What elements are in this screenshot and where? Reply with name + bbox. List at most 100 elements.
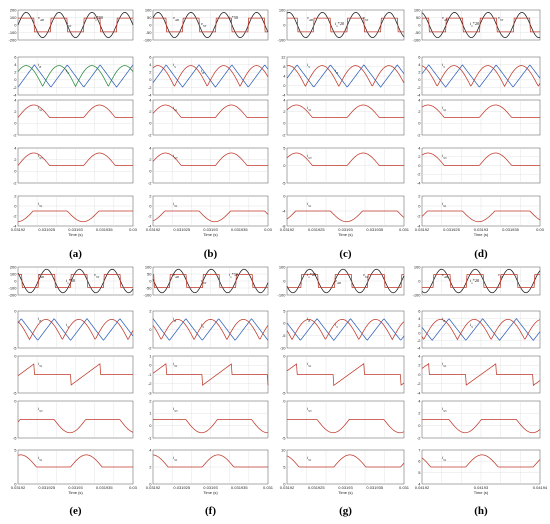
series-line [421, 152, 540, 166]
y-tick-label: 0 [418, 331, 421, 336]
series-line [287, 17, 404, 33]
y-tick-label: -2 [417, 435, 421, 440]
y-tick-label: 2 [149, 193, 152, 198]
x-tick-label: 0.03193 [203, 227, 218, 232]
series-label: iS3 [173, 153, 178, 160]
series-line [422, 274, 540, 288]
y-tick-label: 2 [149, 157, 152, 162]
series-line [17, 152, 133, 166]
x-tick-label: 0.031935 [96, 227, 113, 232]
y-tick-label: 0 [283, 83, 286, 88]
series-label: iS1 [307, 201, 312, 208]
series-label: iS [442, 62, 445, 69]
series-label: ix*20 [470, 21, 480, 28]
subplot-4-2: 6 4 2 0 -2 -4 iS [417, 54, 541, 97]
y-tick-label: 50 [147, 15, 152, 20]
series-label: iS1 [173, 201, 178, 208]
y-tick-label: 50 [147, 271, 152, 276]
subplot-8-2: 6 4 2 0 -2 -4 iB iS [417, 308, 541, 350]
series-label: iS3 [307, 153, 312, 160]
series-label: iS1 [307, 361, 312, 368]
series-label: iS1 [173, 105, 178, 112]
series-line [152, 152, 268, 166]
subplot-7-3: 0 -5 iS1 [282, 353, 405, 395]
series-line [152, 363, 269, 386]
y-tick-label: 100 [414, 264, 421, 269]
series-line [421, 268, 541, 294]
y-tick-label: 200 [10, 264, 17, 269]
series-line [153, 274, 268, 288]
series-label: vAB [38, 15, 44, 22]
subplot-6-1: 100 50 0 -50 -100 vAB vST ix*50 [143, 264, 269, 297]
y-tick-label: 50 [416, 15, 421, 20]
series-line [286, 64, 405, 88]
series-label: ix*50 [229, 15, 239, 22]
y-tick-label: 5 [283, 464, 286, 469]
subplot-3-2: 12 8 4 0 -4 iS iB [281, 54, 405, 97]
series-line [421, 12, 541, 38]
y-tick-label: 0 [149, 77, 152, 82]
y-tick-label: -2 [417, 85, 421, 90]
y-tick-label: 0 [283, 163, 286, 168]
series-label: iS1 [307, 105, 312, 112]
y-tick-label: 0 [14, 481, 17, 486]
series-label: iS [335, 322, 338, 329]
x-tick-label: 0.03 [536, 227, 545, 232]
y-tick-label: 4 [418, 481, 421, 486]
series-line [152, 268, 269, 294]
series-label: vAB [173, 272, 179, 279]
series-label: iS1 [442, 455, 447, 462]
y-tick-label: 0 [283, 481, 286, 486]
x-tick-label: 0.03193 [68, 227, 83, 232]
y-tick-label: 0 [149, 363, 152, 368]
series-label: iS [173, 62, 176, 69]
y-tick-label: -4 [148, 223, 152, 228]
y-tick-label: -4 [13, 92, 17, 97]
y-tick-label: 5 [283, 145, 286, 150]
y-tick-label: 0 [283, 278, 286, 283]
y-tick-label: -4 [282, 92, 286, 97]
series-line [17, 454, 133, 468]
series-line [18, 274, 133, 288]
series-line [286, 65, 405, 87]
series-label: ix*20 [307, 272, 317, 279]
x-tick-label: 0.03193 [474, 227, 489, 232]
y-tick-label: 4 [418, 97, 421, 102]
series-line [153, 419, 269, 434]
y-tick-label: 0 [418, 77, 421, 82]
y-tick-label: 4 [283, 73, 286, 78]
y-tick-label: 6 [418, 54, 421, 59]
subplot-1-4: 4 2 0 -2 iS3 [13, 145, 134, 185]
series-label: vST [201, 21, 207, 28]
subplot-7-2: 5 0 -5 -10 iB iS [280, 308, 405, 350]
y-tick-label: 4 [283, 97, 286, 102]
x-tick-label: 0.031 [263, 485, 274, 490]
series-label: iS1 [442, 361, 447, 368]
series-line [17, 419, 134, 434]
series-line [421, 363, 541, 386]
y-tick-label: 2 [14, 157, 17, 162]
y-tick-label: 0 [149, 22, 152, 27]
series-line [287, 419, 405, 434]
y-tick-label: 200 [10, 7, 17, 12]
y-tick-label: 2 [14, 193, 17, 198]
series-label: ix*20 [335, 21, 345, 28]
series-line [152, 104, 268, 118]
subplot-5-3: 0 -5 iS1 [13, 353, 134, 395]
series-label: iB [38, 62, 41, 69]
series-label: iB [38, 316, 41, 323]
y-tick-label: -10 [280, 345, 287, 350]
y-tick-label: 1 [149, 411, 152, 416]
y-tick-label: -2 [13, 85, 17, 90]
subplot-3-3: 4 2 0 -2 iS1 [282, 97, 405, 137]
x-axis-label: Time (s) [68, 490, 83, 495]
x-tick-label: 0.031935 [96, 485, 113, 490]
y-tick-label: 2 [418, 411, 421, 416]
subplot-5-1: 200 100 0 -100 -200 vAB ix*50 vST [8, 264, 134, 297]
subplot-2-2: 6 4 2 0 -2 -4 iS iB [148, 54, 269, 97]
y-tick-label: 5 [418, 470, 421, 475]
y-tick-label: 2 [418, 323, 421, 328]
series-line [18, 17, 133, 33]
